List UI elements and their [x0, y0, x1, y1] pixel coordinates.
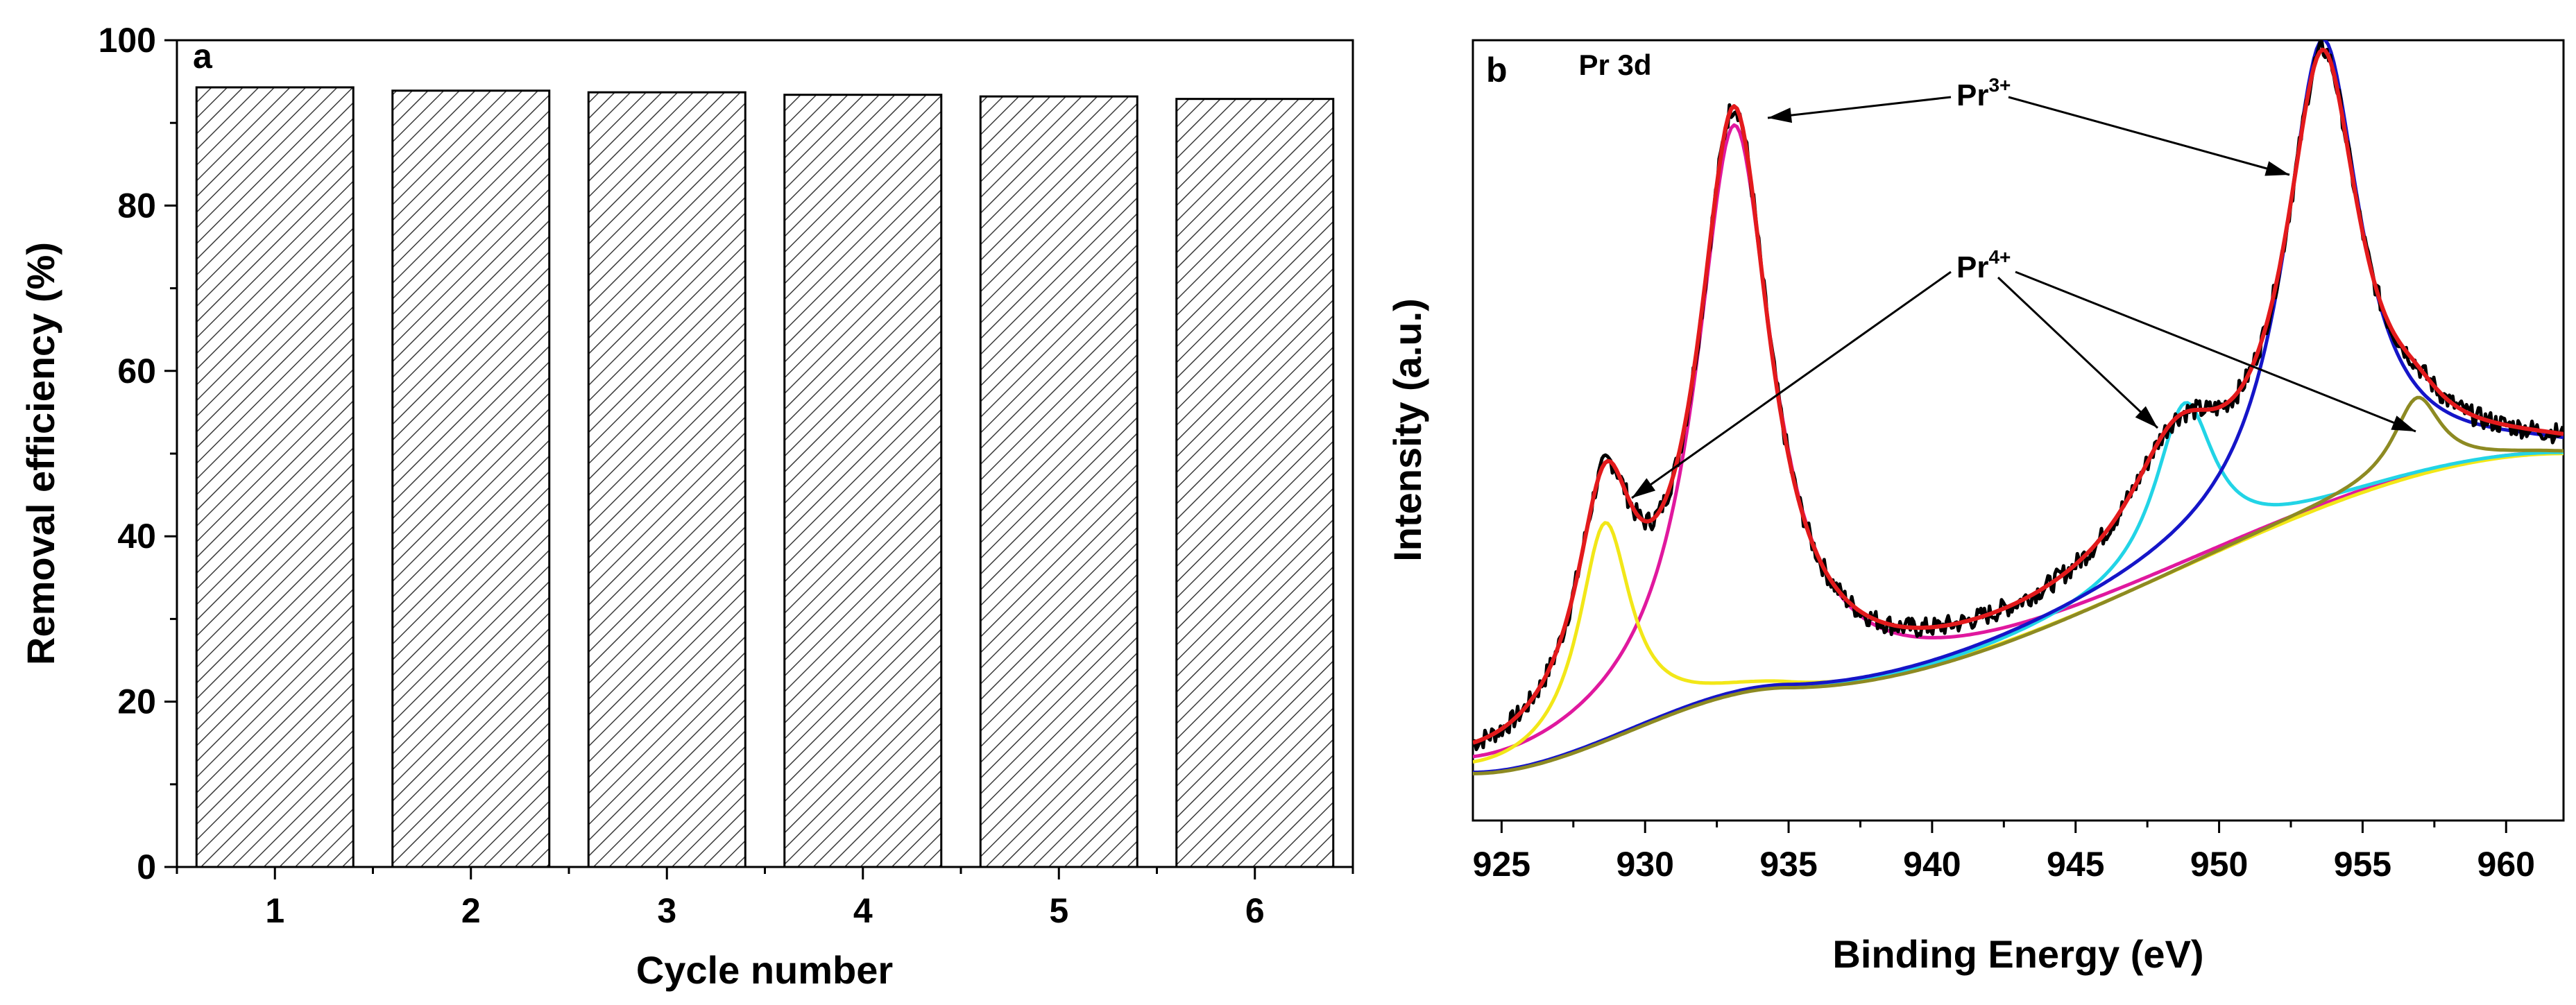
y-tick-label: 20	[117, 682, 156, 721]
x-tick-label: 2	[461, 891, 481, 930]
curve-pr4-satellite	[1473, 395, 2564, 775]
arrow-pr4-to-peak-948	[1997, 276, 2159, 429]
curve-pr4-3d3-2	[1473, 401, 2564, 775]
arrow-pr4-to-peak-956-head	[2391, 415, 2416, 431]
arrow-pr3-to-peak-933-head	[1768, 108, 1793, 123]
panel-b-x-axis: 925 930 935 940 945 950 955 960	[1473, 821, 2535, 884]
y-tick-label: 100	[99, 21, 156, 60]
x-tick-label: 950	[2190, 845, 2248, 884]
annotation-pr4-sup: 4+	[1988, 246, 2011, 268]
y-tick-label: 40	[117, 517, 156, 556]
panel-b-title: Pr 3d	[1578, 49, 1651, 81]
annotation-pr3-base: Pr	[1956, 78, 1988, 112]
annotation-pr4-base: Pr	[1956, 250, 1988, 284]
panel-b-x-label: Binding Energy (eV)	[1832, 932, 2203, 976]
bar-cycle-5	[979, 95, 1138, 868]
x-tick-label: 935	[1759, 845, 1817, 884]
panel-b-letter: b	[1486, 51, 1508, 89]
panel-b-plot-frame	[1472, 39, 2565, 822]
x-tick-label: 4	[853, 891, 873, 930]
x-tick-label: 940	[1903, 845, 1961, 884]
arrow-pr4-to-peak-956	[2015, 270, 2416, 433]
x-tick-label: 3	[657, 891, 676, 930]
x-tick-label: 6	[1245, 891, 1265, 930]
bar-cycle-4	[783, 94, 943, 868]
arrow-pr4-to-peak-928	[1631, 270, 1952, 499]
arrow-pr4-to-peak-948-head	[2135, 406, 2158, 428]
x-tick-label: 930	[1616, 845, 1673, 884]
panel-b-chart: b Pr 3d 925 930 935 940 945 950 955 960 Pr3+ Pr…	[1385, 39, 2565, 976]
x-tick-label: 945	[2047, 845, 2104, 884]
annotation-pr4: Pr4+	[1956, 246, 2011, 284]
x-tick-label: 1	[265, 891, 284, 930]
panel-b-y-label: Intensity (a.u.)	[1385, 298, 1429, 562]
curve-experimental	[1473, 40, 2564, 751]
arrow-pr3-to-peak-933	[1767, 96, 1952, 119]
x-tick-label: 925	[1473, 845, 1530, 884]
panel-a-y-label: Removal efficiency (%)	[19, 242, 62, 665]
panel-a-letter: a	[193, 37, 213, 76]
panel-a-y-axis: 0 20 40 60 80 100	[99, 21, 177, 886]
bar-cycle-2	[391, 89, 551, 868]
panel-a-x-label: Cycle number	[636, 948, 893, 992]
y-tick-label: 80	[117, 186, 156, 225]
panel-b-arrows	[1631, 96, 2416, 499]
arrow-pr4-to-peak-928-head	[1632, 478, 1656, 498]
annotation-pr3-sup: 3+	[1988, 74, 2011, 96]
curve-fit-envelope	[1473, 47, 2564, 745]
x-tick-label: 960	[2477, 845, 2535, 884]
arrow-pr3-to-peak-953	[2008, 96, 2290, 176]
bar-cycle-3	[587, 91, 747, 868]
curve-pr3-3d5-2	[1473, 123, 2564, 759]
annotation-pr3: Pr3+	[1956, 74, 2011, 112]
bar-cycle-6	[1175, 98, 1335, 868]
y-tick-label: 0	[137, 848, 156, 886]
bar-cycle-1	[195, 86, 355, 868]
arrow-pr3-to-peak-953-head	[2264, 161, 2289, 176]
panel-b-curves	[1473, 40, 2564, 775]
panel-a-chart: a 0 20 40 60 80 100 1 2 3 4 5 6 Cycle number Remov…	[19, 21, 1354, 992]
x-tick-label: 955	[2334, 845, 2391, 884]
curve-pr3-3d3-2	[1473, 40, 2564, 774]
x-tick-label: 5	[1049, 891, 1068, 930]
panel-a-x-axis: 1 2 3 4 5 6	[176, 867, 1354, 930]
y-tick-label: 60	[117, 352, 156, 390]
panel-a-bars	[195, 86, 1335, 868]
